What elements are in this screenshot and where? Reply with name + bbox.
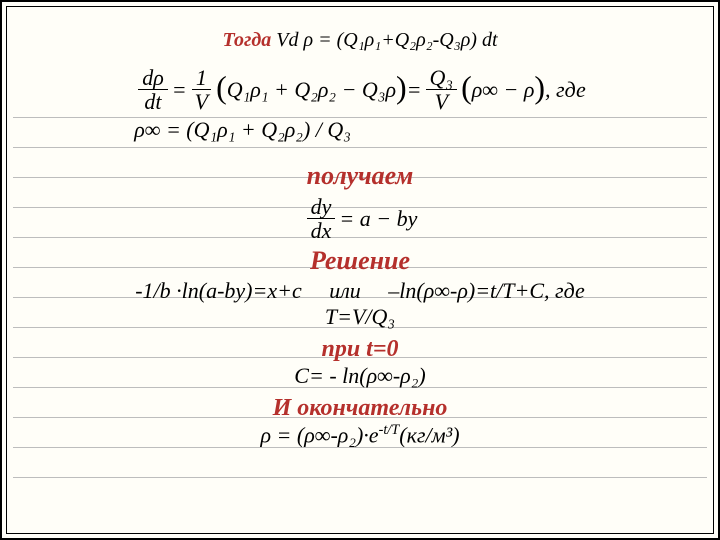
rparen-2: ) <box>534 75 545 101</box>
content-area: Тогда Vd ρ = (Q₁ρ₁+Q₂ρ₂-Q₃ρ) dt dρ dt = … <box>47 29 673 449</box>
final-line: ρ = (ρ∞-ρ₂)·e-t/T(кг/м³) <box>47 422 673 448</box>
eq-dy-dx: dy dx = a − by <box>47 195 673 242</box>
lparen-1: ( <box>216 75 227 101</box>
frac-Q3-V: Q₃ V <box>426 66 458 113</box>
eq-row-1: dρ dt = 1 V ( Q₁ρ₁ + Q₂ρ₂ − Q₃ρ ) = Q₃ V <box>134 66 586 113</box>
eq-row-2: ρ∞ = (Q₁ρ₁ + Q₂ρ₂) / Q₃ <box>134 117 586 143</box>
inner-frame: Тогда Vd ρ = (Q₁ρ₁+Q₂ρ₂-Q₃ρ) dt dρ dt = … <box>6 6 714 534</box>
frac-drho-dt: dρ dt <box>138 66 168 113</box>
frac-1-V: 1 V <box>191 66 212 113</box>
togda-eq: Vd ρ = (Q₁ρ₁+Q₂ρ₂-Q₃ρ) dt <box>276 29 497 51</box>
frac-dy-dx: dy dx <box>307 195 336 242</box>
lparen-2: ( <box>461 75 472 101</box>
heading-final: И окончательно <box>47 395 673 422</box>
rule-line <box>13 477 707 478</box>
heading-poluchaem: получаем <box>47 161 673 191</box>
heading-pri-t0: при t=0 <box>47 336 673 363</box>
slide-frame: Тогда Vd ρ = (Q₁ρ₁+Q₂ρ₂-Q₃ρ) dt dρ dt = … <box>0 0 720 540</box>
c-line: C= - ln(ρ∞-ρ₂) <box>47 363 673 389</box>
togda-red: Тогда <box>222 29 276 51</box>
solution-T: T=V/Q₃ <box>47 304 673 330</box>
main-equation: dρ dt = 1 V ( Q₁ρ₁ + Q₂ρ₂ − Q₃ρ ) = Q₃ V <box>134 62 586 147</box>
line-togda: Тогда Vd ρ = (Q₁ρ₁+Q₂ρ₂-Q₃ρ) dt <box>47 29 673 52</box>
solution-line: -1/b ·ln(a-by)=x+c или –ln(ρ∞-ρ)=t/T+C, … <box>47 278 673 304</box>
rparen-1: ) <box>396 75 407 101</box>
heading-reshenie: Решение <box>47 246 673 276</box>
